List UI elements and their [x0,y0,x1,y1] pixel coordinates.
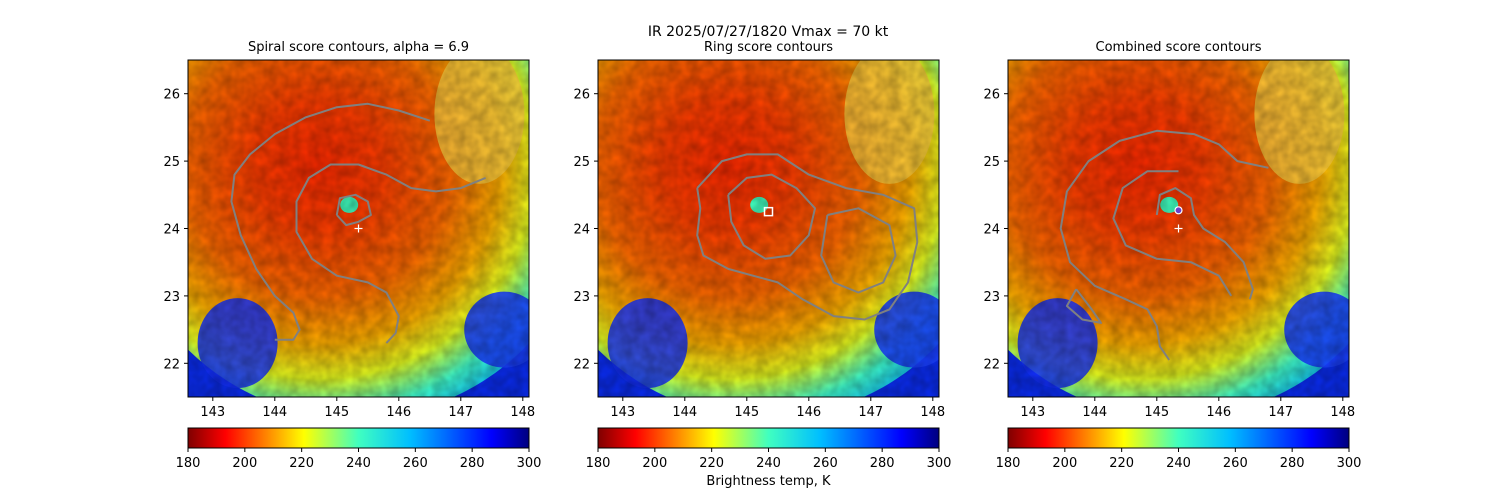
y-tick-label: 25 [163,155,180,170]
x-tick-label: 148 [920,405,945,420]
suptitle: IR 2025/07/27/1820 Vmax = 70 kt [648,24,889,40]
colorbar-tick-label: 200 [642,456,667,471]
y-tick-label: 25 [983,155,1000,170]
contour-line [696,153,919,321]
x-tick-label: 148 [510,405,535,420]
colorbar-tick-label: 280 [870,456,895,471]
colorbar-tick-label: 260 [1223,456,1248,471]
x-tick-label: 147 [858,405,883,420]
contour-line [1112,170,1233,297]
center-marker [354,224,363,233]
y-tick-label: 24 [983,223,1000,238]
x-tick-label: 145 [1144,405,1169,420]
contour-line [1155,187,1254,300]
contour-line [727,173,816,260]
x-tick-label: 143 [200,405,225,420]
colorbar-tick-label: 260 [403,456,428,471]
colorbar: 180 200 220 240 260 280 300 [176,427,542,471]
colorbar-gradient [597,427,940,449]
contour-line [1065,288,1102,324]
colorbar-tick-label: 200 [232,456,257,471]
colorbar-tick-label: 180 [176,456,201,471]
colorbar-tick-label: 180 [996,456,1021,471]
ir-image [188,60,529,397]
colorbar-tick-label: 280 [1280,456,1305,471]
x-tick-label: 147 [1268,405,1293,420]
y-tick-label: 25 [573,155,590,170]
colorbar-tick-label: 220 [1109,456,1134,471]
x-tick-label: 147 [448,405,473,420]
combined-center-marker [1174,206,1183,215]
panel-3: Combined score contours 143 144 145 146 147 14… [983,40,1362,471]
y-tick-label: 26 [573,88,590,103]
x-tick-label: 145 [324,405,349,420]
colorbar-tick-label: 260 [813,456,838,471]
y-tick-label: 23 [983,290,1000,305]
contour-line [820,207,897,294]
panel-2: Ring score contours 143 144 145 146 147 148 22 2… [573,40,952,489]
colorbar-gradient [1007,427,1350,449]
y-tick-label: 26 [983,88,1000,103]
colorbar-tick-label: 280 [460,456,485,471]
ring-center-marker [763,206,774,217]
panel-1: Spiral score contours, alpha = 6.9 143 144… [163,40,542,471]
contour-line [335,193,372,227]
panel-title: Combined score contours [1096,40,1262,55]
colorbar-label: Brightness temp, K [706,474,831,489]
colorbar-tick-label: 240 [1166,456,1191,471]
y-tick-label: 24 [573,223,590,238]
x-tick-label: 146 [796,405,821,420]
y-tick-label: 22 [163,357,180,372]
colorbar: 180 200 220 240 260 280 300 [996,427,1362,471]
x-tick-label: 146 [1206,405,1231,420]
colorbar-tick-label: 240 [756,456,781,471]
center-marker [1174,224,1183,233]
y-tick-label: 23 [163,290,180,305]
colorbar: 180 200 220 240 260 280 300 Brightness temp, K [586,427,952,489]
colorbar-tick-label: 300 [1337,456,1362,471]
x-tick-label: 144 [262,405,287,420]
colorbar-tick-label: 240 [346,456,371,471]
panel-title: Spiral score contours, alpha = 6.9 [248,40,469,55]
colorbar-tick-label: 300 [927,456,952,471]
contour-line [295,163,486,344]
colorbar-tick-label: 220 [289,456,314,471]
y-tick-label: 22 [983,357,1000,372]
y-tick-label: 23 [573,290,590,305]
colorbar-tick-label: 180 [586,456,611,471]
colorbar-gradient [187,427,530,449]
y-tick-label: 22 [573,357,590,372]
x-tick-label: 143 [1020,405,1045,420]
colorbar-tick-label: 220 [699,456,724,471]
x-tick-label: 144 [672,405,697,420]
x-tick-label: 143 [610,405,635,420]
x-tick-label: 148 [1330,405,1355,420]
ir-image [598,60,939,397]
panels: Spiral score contours, alpha = 6.9 143 144… [163,40,1362,489]
x-tick-label: 146 [386,405,411,420]
contour-line [1059,129,1269,361]
colorbar-tick-label: 300 [517,456,542,471]
y-tick-label: 26 [163,88,180,103]
panel-title: Ring score contours [704,40,833,55]
colorbar-tick-label: 200 [1052,456,1077,471]
contour-line [230,102,431,341]
x-tick-label: 145 [734,405,759,420]
y-tick-label: 24 [163,223,180,238]
x-tick-label: 144 [1082,405,1107,420]
